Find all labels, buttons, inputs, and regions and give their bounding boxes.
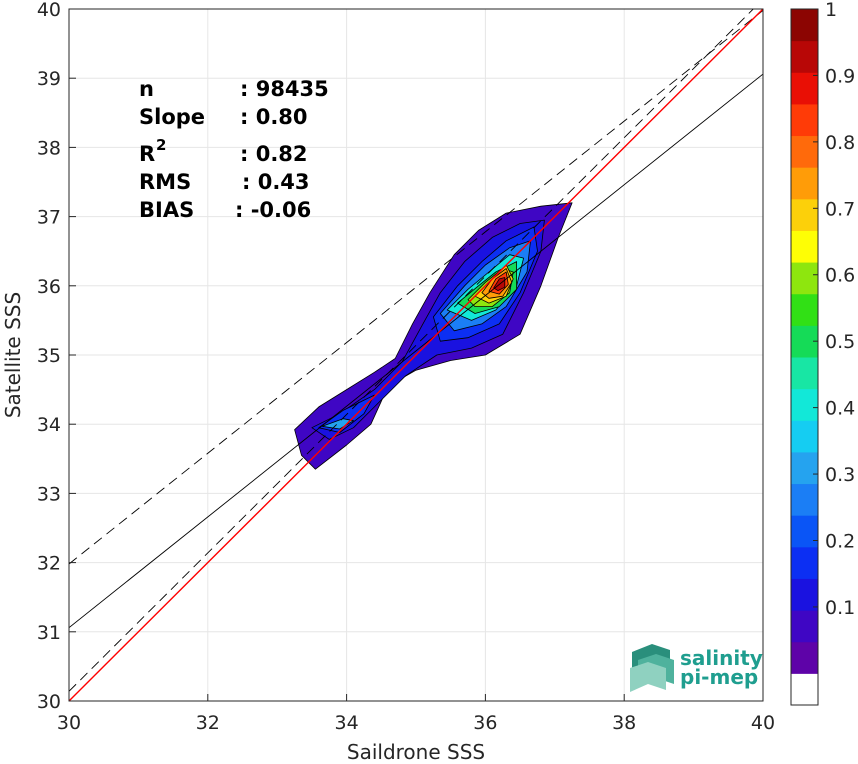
fit-line [69,73,763,628]
colorbar-tick-label: 0.1 [825,597,855,619]
colorbar-tick-label: 0.8 [825,132,855,154]
colorbar-tick-label: 0.3 [825,464,855,486]
colorbar-swatch [791,103,818,137]
y-tick-label: 37 [37,207,61,229]
y-tick-label: 40 [37,0,61,21]
colorbar-swatch [791,515,818,548]
colorbar-swatch [791,641,818,674]
wave-layers-icon [630,644,674,692]
colorbar-tick-label: 0.4 [825,398,855,420]
y-tick-label: 36 [37,276,61,298]
contour-level-0_3 [321,418,354,430]
logo-text-salinity: salinity [680,646,763,670]
colorbar-tick-label: 0.9 [825,65,855,87]
x-tick-label: 38 [612,712,636,734]
x-tick-label: 30 [57,712,81,734]
colorbar-tick-label: 0.7 [825,198,855,220]
x-tick-label: 36 [473,712,497,734]
colorbar-ticks: 0.1 0.2 0.3 0.4 0.5 0.6 0.7 0.8 0.9 1 [813,0,855,619]
stat-r2-label: R [139,142,155,166]
y-tick-label: 39 [37,68,61,90]
salinity-pi-mep-logo: salinity pi-mep [630,644,763,692]
identity-line [69,9,763,701]
y-tick-label: 35 [37,345,61,367]
stat-slope-label: Slope [139,105,205,129]
y-tick-label: 38 [37,137,61,159]
stats-box: n : 98435 Slope : 0.80 R 2 : 0.82 RMS : … [139,77,329,222]
colorbar-swatch [791,262,818,295]
stat-r2-superscript: 2 [156,136,166,154]
colorbar-swatch [791,483,818,516]
stat-n-value: : 98435 [240,77,329,101]
stat-rms-label: RMS [139,170,191,194]
colorbar-swatch [791,40,818,73]
grid [68,8,764,702]
colorbar-swatch [791,610,818,643]
colorbar-swatch [791,546,818,579]
colorbar-swatch [791,420,818,453]
colorbar-tick-label: 1 [825,0,837,21]
upper-bound-dashed-line [69,10,763,565]
colorbar-swatch [791,388,818,421]
colorbar-swatch [791,198,818,231]
stat-bias-value: : -0.06 [235,198,311,222]
colorbar-swatch [791,72,818,105]
y-ticks: 30 31 32 33 34 35 36 37 38 39 40 [37,0,76,713]
colorbar [790,8,819,706]
stat-n-label: n [139,77,154,101]
x-tick-label: 34 [335,712,359,734]
colorbar-swatch [791,230,818,263]
x-tick-label: 32 [196,712,220,734]
colorbar-tick-label: 0.6 [825,265,855,287]
colorbar-tick-label: 0.2 [825,530,855,552]
stat-r2-value: : 0.82 [240,142,308,166]
stat-rms-value: : 0.43 [242,170,310,194]
stat-slope-value: : 0.80 [240,105,308,129]
reference-lines [69,9,763,701]
stat-bias-label: BIAS [139,198,194,222]
colorbar-swatch [791,167,818,200]
colorbar-swatch [791,9,818,42]
x-tick-label: 40 [751,712,775,734]
lower-bound-dashed-line [69,9,754,692]
y-tick-label: 32 [37,553,61,575]
colorbar-swatch [791,293,818,326]
colorbar-swatch [791,673,818,706]
y-tick-label: 31 [37,622,61,644]
x-ticks: 30 32 34 36 38 40 [57,694,775,734]
logo-text-pi-mep: pi-mep [680,665,758,689]
y-tick-label: 34 [37,414,61,436]
x-axis-label: Saildrone SSS [347,740,485,764]
colorbar-swatch [791,357,818,390]
colorbar-swatch [791,578,818,611]
y-axis-label: Satellite SSS [1,292,25,418]
y-tick-label: 33 [37,483,61,505]
colorbar-swatch [791,451,818,485]
colorbar-tick-label: 0.5 [825,331,855,353]
y-tick-label: 30 [37,691,61,713]
colorbar-swatch [791,135,818,168]
colorbar-frame [790,8,819,706]
